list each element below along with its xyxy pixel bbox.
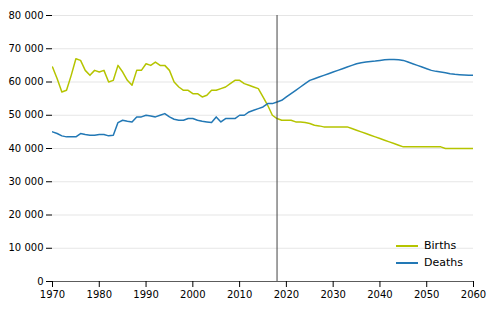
svg-text:40 000: 40 000 (9, 143, 44, 154)
html-text:Deaths: Deaths (424, 256, 463, 269)
svg-text:2000: 2000 (180, 289, 205, 300)
svg-text:20 000: 20 000 (9, 209, 44, 220)
svg-text:1980: 1980 (87, 289, 112, 300)
svg-text:2040: 2040 (367, 289, 392, 300)
svg-text:0: 0 (37, 276, 43, 287)
svg-text:2050: 2050 (414, 289, 439, 300)
html-text:Births: Births (424, 239, 457, 252)
svg-text:30 000: 30 000 (9, 176, 44, 187)
svg-text:2020: 2020 (274, 289, 299, 300)
svg-text:10 000: 10 000 (9, 242, 44, 253)
svg-text:2060: 2060 (461, 289, 486, 300)
svg-text:1990: 1990 (133, 289, 158, 300)
svg-text:1970: 1970 (40, 289, 65, 300)
svg-text:60 000: 60 000 (9, 76, 44, 87)
svg-text:80 000: 80 000 (9, 10, 44, 21)
svg-text:70 000: 70 000 (9, 43, 44, 54)
svg-text:50 000: 50 000 (9, 109, 44, 120)
svg-text:2010: 2010 (227, 289, 252, 300)
svg-text:2030: 2030 (320, 289, 345, 300)
